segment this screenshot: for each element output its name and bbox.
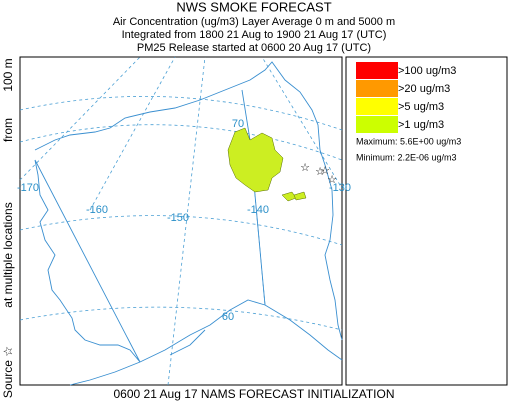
title: NWS SMOKE FORECAST [176, 0, 331, 14]
map: ☆ ☆ ☆ ☆ [19, 56, 343, 386]
side-label: Source ☆ [1, 346, 15, 398]
map-label: -140 [247, 204, 269, 216]
map-label: -150 [167, 212, 189, 224]
legend-label: >1 ug/m3 [398, 119, 444, 131]
svg-text:☆: ☆ [320, 165, 330, 177]
map-label: -160 [86, 204, 108, 216]
legend-label: >5 ug/m3 [398, 101, 444, 113]
side-label: from [1, 118, 15, 142]
subtitle: Integrated from 1800 21 Aug to 1900 21 A… [122, 29, 387, 41]
subtitle: Air Concentration (ug/m3) Layer Average … [113, 16, 395, 28]
svg-text:☆: ☆ [300, 162, 310, 174]
smoke-plume [227, 127, 307, 202]
legend-maximum: Maximum: 5.6E+00 ug/m3 [356, 136, 461, 146]
legend-label: >20 ug/m3 [398, 83, 450, 95]
map-label: 70 [232, 118, 244, 130]
side-label: 100 m [1, 58, 15, 91]
footer: 0600 21 Aug 17 NAMS FORECAST INITIALIZAT… [114, 387, 395, 401]
map-label: -130 [329, 182, 351, 194]
legend-swatch [356, 98, 398, 115]
legend-swatch [356, 80, 398, 97]
map-label: 60 [222, 311, 234, 323]
legend-swatch [356, 116, 398, 133]
legend-minimum: Minimum: 2.2E-06 ug/m3 [356, 152, 457, 162]
legend-swatch [356, 62, 398, 79]
subtitle: PM25 Release started at 0600 20 Aug 17 (… [137, 42, 371, 54]
svg-text:☆: ☆ [315, 166, 325, 178]
legend-label: >100 ug/m3 [398, 65, 456, 77]
source-markers: ☆ ☆ ☆ ☆ [300, 162, 337, 186]
svg-text:☆: ☆ [327, 174, 337, 186]
coastline [34, 61, 343, 386]
map-label: -170 [17, 182, 39, 194]
side-label: at multiple locations [1, 202, 15, 307]
